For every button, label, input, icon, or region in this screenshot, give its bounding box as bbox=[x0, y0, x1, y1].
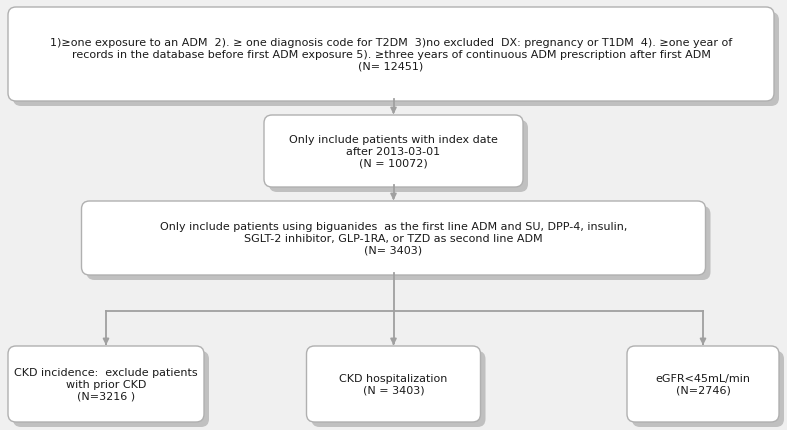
Text: Only include patients with index date
after 2013-03-01
(N = 10072): Only include patients with index date af… bbox=[289, 135, 498, 168]
FancyBboxPatch shape bbox=[312, 351, 486, 427]
FancyBboxPatch shape bbox=[8, 346, 204, 422]
Text: Only include patients using biguanides  as the first line ADM and SU, DPP-4, ins: Only include patients using biguanides a… bbox=[160, 222, 627, 255]
FancyBboxPatch shape bbox=[8, 8, 774, 102]
FancyBboxPatch shape bbox=[632, 351, 784, 427]
Text: CKD incidence:  exclude patients
with prior CKD
(N=3216 ): CKD incidence: exclude patients with pri… bbox=[14, 368, 198, 401]
Text: eGFR<45mL/min
(N=2746): eGFR<45mL/min (N=2746) bbox=[656, 373, 751, 395]
FancyBboxPatch shape bbox=[87, 206, 711, 280]
FancyBboxPatch shape bbox=[82, 202, 705, 275]
Text: CKD hospitalization
(N = 3403): CKD hospitalization (N = 3403) bbox=[339, 373, 448, 395]
FancyBboxPatch shape bbox=[269, 121, 528, 193]
FancyBboxPatch shape bbox=[627, 346, 779, 422]
FancyBboxPatch shape bbox=[13, 13, 779, 107]
Text: 1)≥one exposure to an ADM  2). ≥ one diagnosis code for T2DM  3)no excluded  DX:: 1)≥one exposure to an ADM 2). ≥ one diag… bbox=[50, 38, 732, 71]
FancyBboxPatch shape bbox=[306, 346, 481, 422]
FancyBboxPatch shape bbox=[264, 116, 523, 187]
FancyBboxPatch shape bbox=[13, 351, 209, 427]
